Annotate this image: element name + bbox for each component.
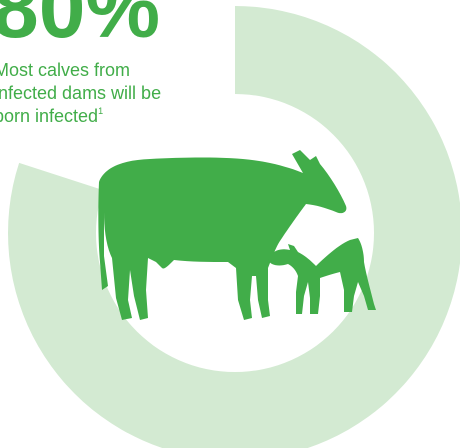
caption-line-2: infected dams will be [0, 83, 162, 103]
footnote-marker: 1 [98, 106, 104, 116]
stat-value: 80% [0, 0, 161, 55]
stat-caption: Most calves from infected dams will be b… [0, 59, 234, 128]
donut-ring-arc [8, 6, 460, 448]
calf-icon [268, 238, 376, 314]
caption-line-3-text: born infected [0, 106, 99, 126]
caption-line-3: born infected1 [0, 105, 234, 128]
cow-icon [98, 150, 347, 320]
caption-line-1: Most calves from [0, 60, 131, 80]
